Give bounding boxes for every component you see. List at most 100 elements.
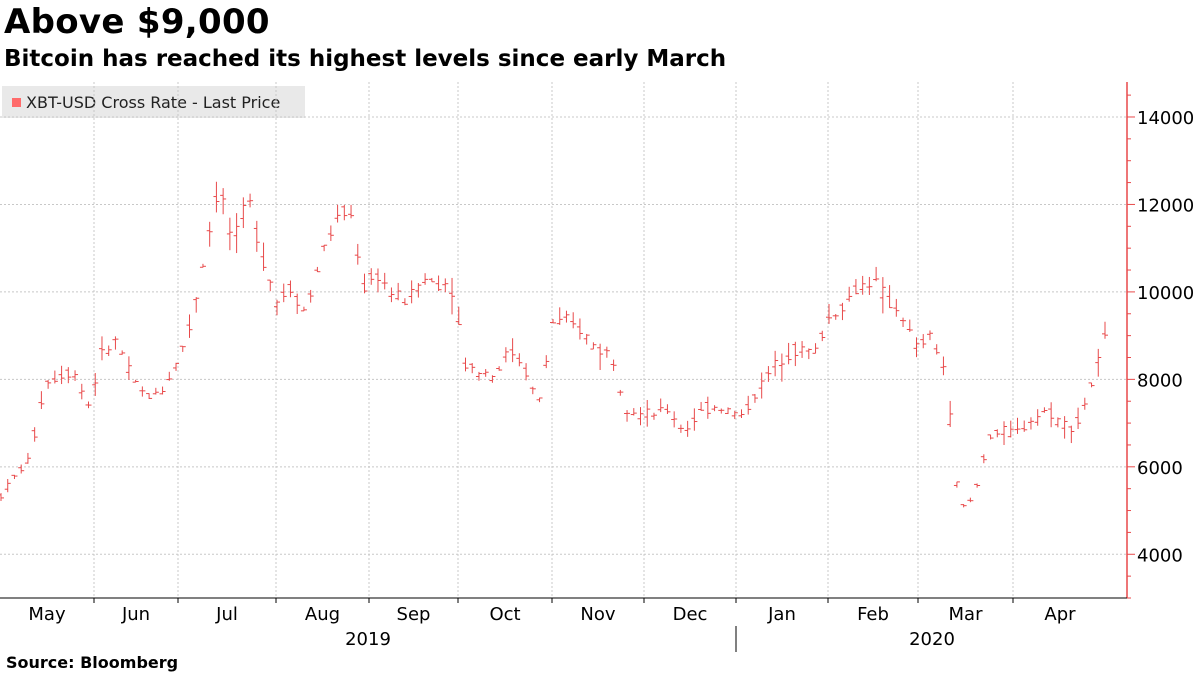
ohlc-bar [374,268,381,293]
ohlc-bar [731,410,738,420]
series-layer [0,181,1108,508]
x-tick-label: Mar [949,604,984,625]
x-tick-label: Aug [305,604,340,625]
ohlc-bar [166,371,173,381]
ohlc-bar [300,306,307,312]
ohlc-bar [401,298,408,306]
ohlc-bar [260,242,267,271]
ohlc-bar [1054,417,1061,428]
ohlc-bar [583,333,590,345]
ohlc-bar [778,353,785,382]
ohlc-bar [630,408,637,416]
ohlc-bar [314,266,321,273]
ohlc-bar [852,279,859,295]
ohlc-bar [334,204,341,223]
ohlc-bar [765,366,772,382]
ohlc-bar [1088,382,1095,388]
ohlc-bar [529,386,536,395]
grid-layer [0,82,1127,598]
x-tick-label: Oct [489,604,520,625]
ohlc-bar [637,407,644,426]
legend: XBT-USD Cross Rate - Last Price [2,86,305,118]
ohlc-bar [994,429,1001,438]
ohlc-bar [449,277,456,315]
ohlc-bar [152,387,159,395]
legend-swatch [12,97,21,107]
ohlc-bar [1075,407,1082,429]
ohlc-bar [873,266,880,282]
axis-layer: 4000 6000 8000 10000 12000 14000 May Jun Jul Aug S… [0,82,1194,652]
ohlc-bar [240,197,247,229]
ohlc-bar [1027,417,1034,430]
ohlc-bar [576,318,583,340]
ohlc-bar [913,337,920,358]
ohlc-bar [839,302,846,321]
ohlc-bar [516,353,523,367]
ohlc-bar [307,289,314,303]
ohlc-bar [442,278,449,293]
ohlc-bar [213,181,220,213]
ohlc-bar [186,314,193,338]
ohlc-bar [772,350,779,377]
ohlc-bar [226,217,233,251]
ohlc-bar [435,275,442,292]
ohlc-bar [482,369,489,377]
ohlc-bar [886,285,893,309]
ohlc-bar [947,400,954,427]
y-tick-label: 14000 [1137,108,1194,129]
ohlc-bar [980,454,987,464]
ohlc-bar [691,408,698,431]
x-tick-label: Nov [580,604,615,625]
ohlc-bar [287,280,294,298]
ohlc-bar [671,411,678,428]
ohlc-bar [18,464,25,474]
ohlc-bar [462,357,469,372]
ohlc-bar [953,481,960,488]
ohlc-bar [570,312,577,329]
ohlc-bar [792,341,799,367]
ohlc-bar [563,310,570,323]
ohlc-bar [78,383,85,400]
ohlc-bar [624,410,631,422]
ohlc-bar [684,420,691,437]
ohlc-bar [893,298,900,317]
ohlc-bar [974,483,981,488]
ohlc-bar [1061,416,1068,439]
x-tick-label: Apr [1044,604,1076,625]
ohlc-bar [1001,421,1008,446]
ohlc-bar [92,373,99,396]
ohlc-bar [960,504,967,508]
y-tick-label: 8000 [1137,370,1183,391]
legend-label: XBT-USD Cross Rate - Last Price [26,92,281,112]
ohlc-bar [879,277,886,314]
ohlc-bar [1007,420,1014,438]
ohlc-bar [489,375,496,383]
ohlc-bar [220,188,227,215]
ohlc-bar [617,389,624,396]
x-tick-label: Feb [857,604,889,625]
ohlc-bar [139,386,146,397]
ohlc-bar [1068,425,1075,444]
ohlc-bar [745,395,752,415]
ohlc-bar [45,380,52,389]
year-label: 2020 [909,629,955,650]
ohlc-bar [1095,348,1102,377]
ohlc-bar [85,401,92,409]
ohlc-bar [206,221,213,247]
x-tick-label: Jan [767,604,796,625]
ohlc-bar [361,273,368,294]
ohlc-bar [475,371,482,381]
ohlc-bar [698,401,705,411]
ohlc-bar [597,343,604,371]
ohlc-bar [1102,321,1108,339]
ohlc-bar [1081,397,1088,410]
ohlc-bar [677,424,684,433]
ohlc-bar [247,193,254,208]
ohlc-bar [859,275,866,295]
ohlc-bar [280,283,287,303]
ohlc-bar [550,318,556,324]
ohlc-bar [415,282,422,298]
ohlc-bar [603,346,610,358]
ohlc-bar [967,497,974,503]
ohlc-bar [4,479,11,493]
